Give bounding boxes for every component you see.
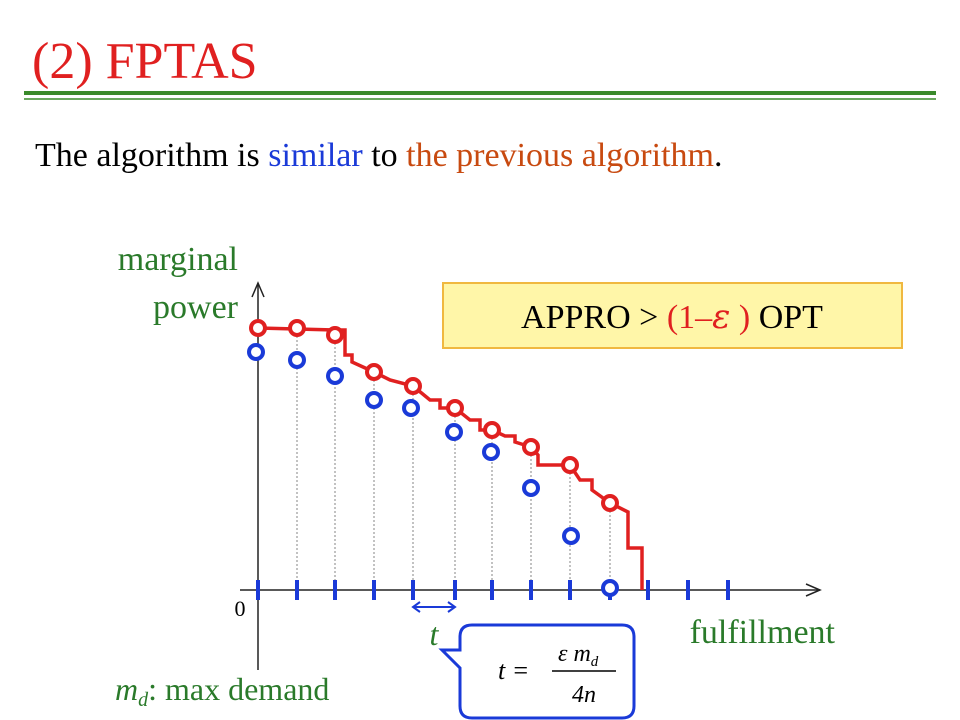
formula-lhs: t = bbox=[498, 656, 529, 685]
title: (2) FPTAS bbox=[32, 33, 258, 90]
text: ) bbox=[730, 299, 750, 336]
result-text: APPRO > (1–ε ) OPT bbox=[521, 297, 823, 337]
formula-num: ε md bbox=[558, 641, 599, 670]
step-label: t bbox=[430, 616, 440, 652]
y-label: marginal bbox=[118, 241, 238, 278]
text: APPRO > bbox=[521, 299, 667, 336]
text: to bbox=[363, 137, 406, 174]
origin-label: 0 bbox=[235, 596, 246, 621]
step-arrow bbox=[411, 601, 457, 613]
blue-points bbox=[247, 343, 619, 597]
text: d bbox=[591, 654, 599, 670]
text: ε m bbox=[558, 641, 591, 667]
step-curve bbox=[257, 326, 644, 590]
formula-callout bbox=[438, 623, 636, 720]
formula-den: 4n bbox=[572, 682, 596, 708]
y-label: power bbox=[153, 289, 239, 326]
note: md: max demand bbox=[115, 671, 329, 711]
text: (1– bbox=[667, 299, 713, 336]
result-box bbox=[442, 282, 903, 349]
sentence: The algorithm is similar to the previous… bbox=[35, 137, 722, 174]
x-ticks bbox=[256, 580, 730, 600]
red-points bbox=[249, 319, 619, 512]
x-label: fulfillment bbox=[690, 614, 836, 651]
text: d bbox=[138, 689, 149, 711]
text: similar bbox=[268, 137, 363, 174]
text: : max demand bbox=[148, 671, 329, 707]
text: OPT bbox=[750, 299, 823, 336]
text: m bbox=[115, 671, 138, 707]
dotted-guides bbox=[296, 328, 611, 590]
text: the previous algorithm bbox=[406, 137, 714, 174]
text: . bbox=[714, 137, 723, 174]
text: The algorithm is bbox=[35, 137, 268, 174]
text: ε bbox=[712, 297, 730, 337]
